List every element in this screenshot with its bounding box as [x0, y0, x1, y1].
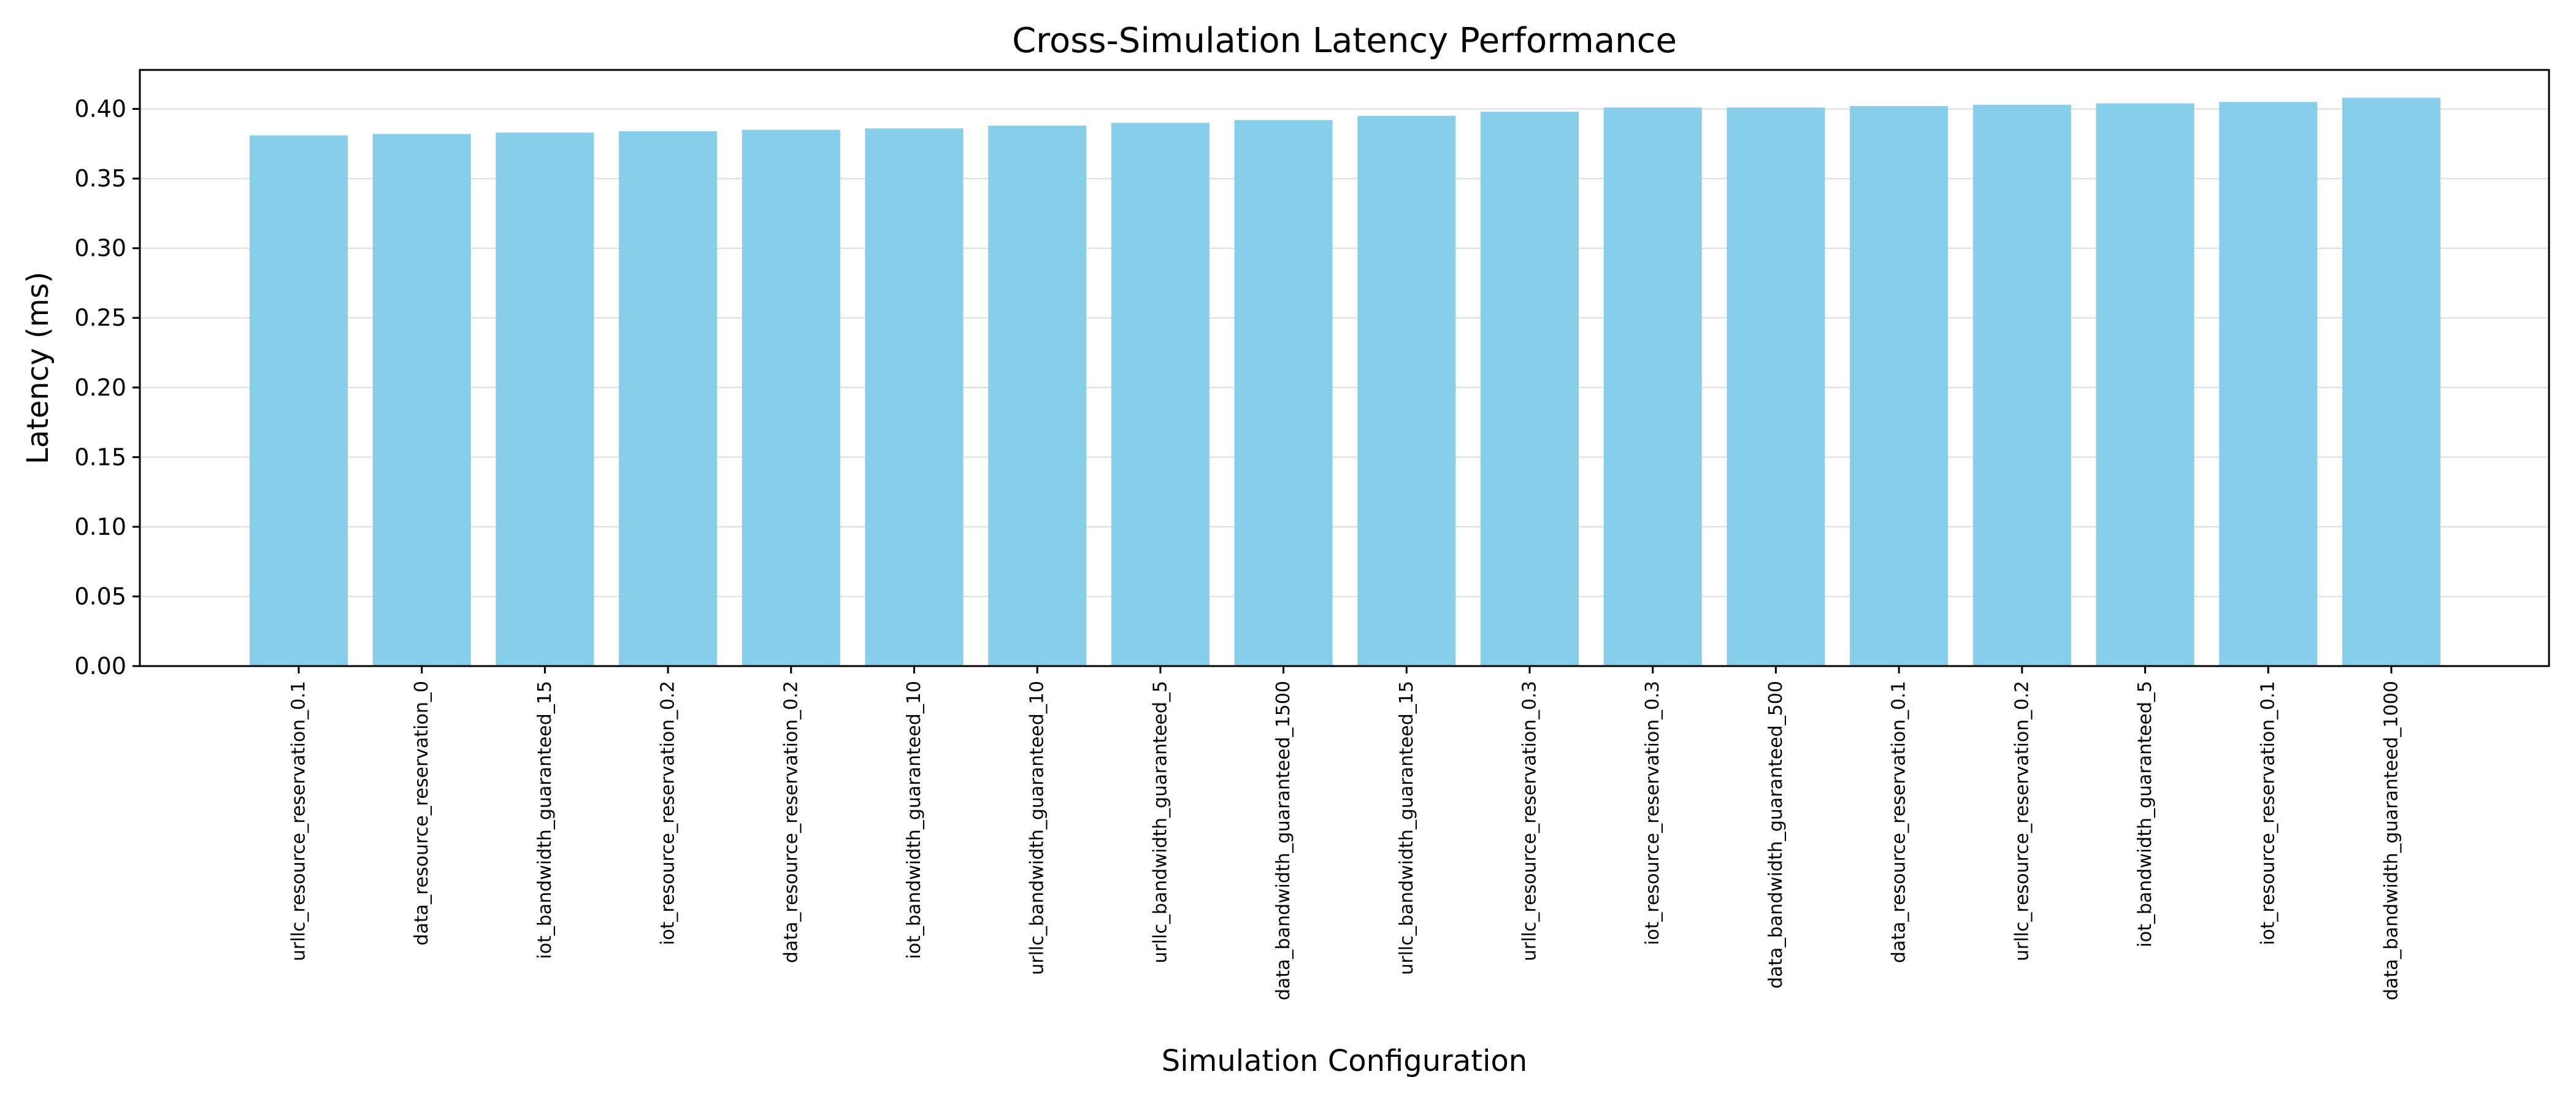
x-tick-label: data_bandwidth_guaranteed_1000	[2380, 681, 2402, 1000]
x-tick-label: iot_resource_reservation_0.3	[1642, 681, 1663, 945]
x-tick-label: data_resource_reservation_0	[411, 681, 432, 946]
x-tick-label: data_resource_reservation_0.2	[780, 681, 802, 963]
x-tick-label: urllc_resource_reservation_0.3	[1519, 681, 1541, 961]
x-tick-label: iot_resource_reservation_0.2	[657, 681, 679, 945]
y-tick-label: 0.15	[74, 443, 126, 470]
x-tick-label: data_resource_reservation_0.1	[1888, 681, 1910, 963]
bar	[1850, 106, 1949, 666]
y-tick-label: 0.05	[74, 583, 126, 610]
y-tick-label: 0.35	[74, 165, 126, 192]
bar	[988, 125, 1087, 666]
x-tick-label: urllc_bandwidth_guaranteed_10	[1027, 681, 1048, 975]
y-axis-label: Latency (ms)	[21, 272, 55, 464]
bar	[619, 131, 718, 666]
x-tick-label: iot_bandwidth_guaranteed_5	[2134, 681, 2156, 948]
x-tick-label: urllc_resource_reservation_0.2	[2011, 681, 2033, 961]
x-tick-label: iot_bandwidth_guaranteed_15	[534, 681, 556, 959]
x-tick-label: urllc_bandwidth_guaranteed_15	[1396, 681, 1417, 975]
bar	[372, 134, 471, 666]
bar	[2342, 98, 2440, 667]
chart-title: Cross-Simulation Latency Performance	[1012, 21, 1677, 61]
y-tick-label: 0.20	[74, 374, 126, 401]
bar	[865, 128, 964, 666]
x-tick-label: iot_bandwidth_guaranteed_10	[903, 681, 925, 959]
y-tick-label: 0.10	[74, 513, 126, 540]
bar	[1234, 120, 1333, 666]
bar	[2096, 103, 2195, 667]
x-tick-label: data_bandwidth_guaranteed_1500	[1273, 681, 1294, 1000]
bar	[2219, 102, 2318, 666]
y-axis-ticks: 0.00 0.05 0.10 0.15 0.20 0.25 0.30 0.35 0.40	[74, 96, 140, 680]
bar	[1727, 107, 1825, 667]
y-tick-label: 0.40	[74, 96, 126, 123]
bar	[1357, 115, 1456, 667]
bar	[496, 132, 594, 666]
x-tick-label: iot_resource_reservation_0.1	[2258, 681, 2279, 945]
bar	[1603, 107, 1702, 667]
bar	[1481, 112, 1579, 666]
x-tick-label: data_bandwidth_guaranteed_500	[1765, 681, 1787, 989]
plot-frame	[139, 69, 2550, 667]
bars	[250, 98, 2440, 667]
bar	[250, 135, 348, 667]
bar	[742, 129, 840, 667]
y-tick-label: 0.30	[74, 235, 126, 262]
bar	[1972, 104, 2071, 666]
y-tick-label: 0.00	[74, 653, 126, 680]
bar	[1111, 123, 1209, 666]
x-tick-label: urllc_bandwidth_guaranteed_5	[1149, 681, 1171, 964]
y-tick-label: 0.25	[74, 304, 126, 331]
x-axis-label: Simulation Configuration	[1162, 1044, 1527, 1078]
x-axis-ticks: urllc_resource_reservation_0.1 data_resou…	[288, 666, 2402, 1000]
x-tick-label: urllc_resource_reservation_0.1	[288, 681, 310, 961]
